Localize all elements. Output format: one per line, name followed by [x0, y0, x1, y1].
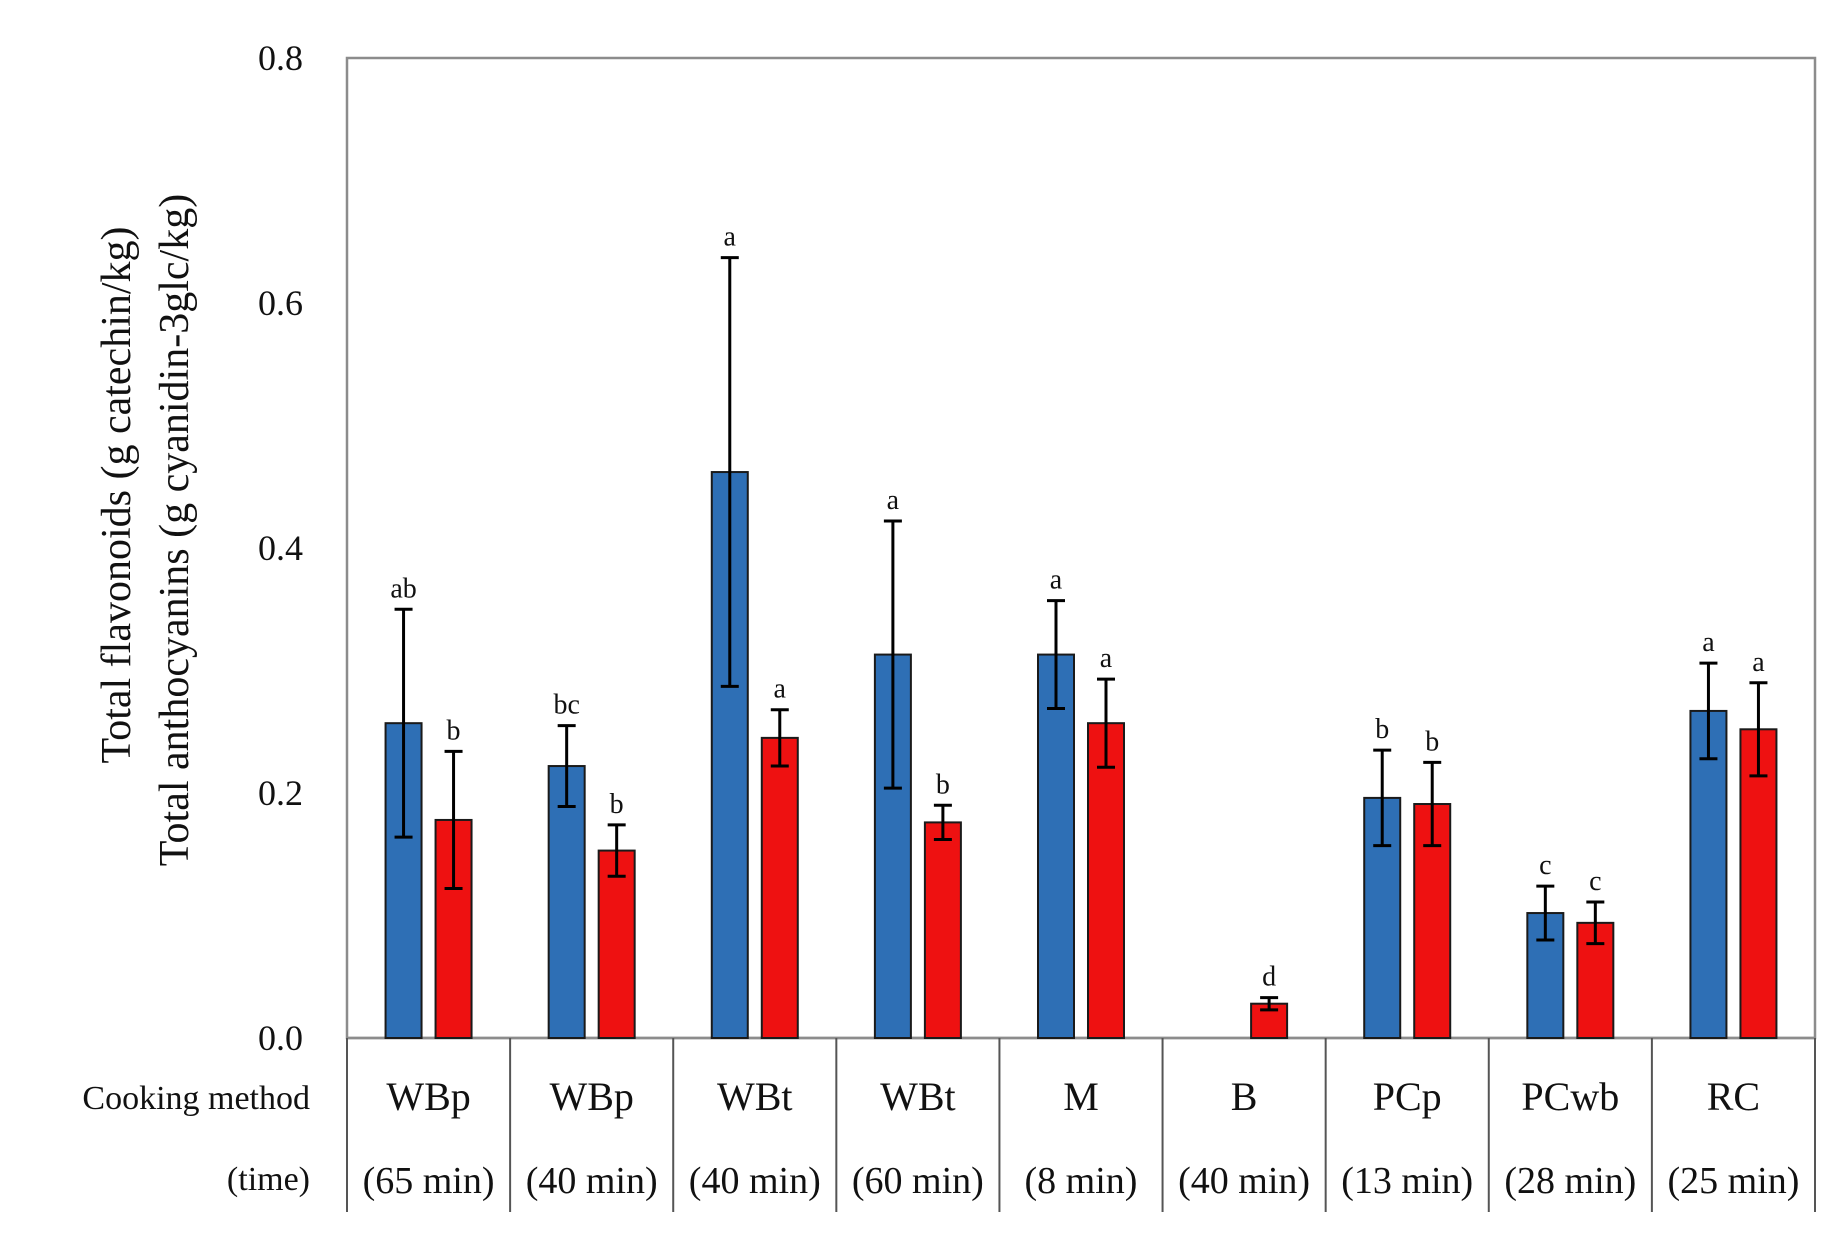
bar [434, 818, 473, 1040]
significance-label: a [774, 674, 787, 705]
category-time-label: (25 min) [1667, 1160, 1799, 1202]
significance-label: a [724, 222, 737, 253]
significance-label: c [1539, 850, 1551, 881]
significance-label: b [610, 789, 624, 820]
significance-label: bc [553, 690, 579, 721]
y-axis-label-line-1: Total flavonoids (g catechin/kg) [94, 226, 140, 763]
significance-label: c [1589, 866, 1601, 897]
bar [1689, 709, 1728, 1039]
category-method-label: M [1063, 1074, 1099, 1119]
category-method-label: PCwb [1521, 1074, 1619, 1119]
significance-label: a [1100, 643, 1113, 674]
category-time-label: (40 min) [526, 1160, 658, 1202]
y-tick-label: 0.2 [258, 773, 303, 813]
category-method-label: WBp [386, 1074, 470, 1119]
significance-label: a [1050, 565, 1063, 596]
category-method-label: WBt [717, 1074, 793, 1119]
category-method-label: WBp [549, 1074, 633, 1119]
significance-label: b [447, 715, 461, 746]
x-axis-table: Cooking method (time) WBp (65 min) WBp (40 … [82, 1038, 1816, 1212]
significance-label: a [1702, 627, 1715, 658]
category-time-label: (60 min) [852, 1160, 984, 1202]
category-time-label: (65 min) [363, 1160, 495, 1202]
category-method-label: RC [1707, 1074, 1760, 1119]
category-method-label: B [1231, 1074, 1258, 1119]
y-axis-label-line-2: Total anthocyanins (g cyanidin-3glc/kg) [152, 194, 198, 866]
category-time-label: (28 min) [1504, 1160, 1636, 1202]
y-tick-label: 0.8 [258, 38, 303, 78]
bar [1087, 722, 1125, 1039]
significance-label: a [1752, 647, 1765, 678]
category-method-label: PCp [1373, 1074, 1442, 1119]
bar [597, 849, 636, 1040]
row-label-time: (time) [227, 1161, 310, 1198]
y-axis-ticks: 0.0 0.2 0.4 0.6 0.8 [258, 38, 303, 1058]
significance-label: ab [390, 573, 416, 604]
bar [923, 821, 962, 1040]
bar [760, 736, 799, 1039]
category-time-label: (13 min) [1341, 1160, 1473, 1202]
bar [1037, 653, 1075, 1039]
significance-label: b [1375, 714, 1389, 745]
significance-label: b [1425, 726, 1439, 757]
row-label-method: Cooking method [82, 1080, 310, 1117]
bar [1739, 728, 1778, 1039]
y-tick-label: 0.0 [258, 1018, 303, 1058]
significance-label: b [936, 769, 950, 800]
significance-label: d [1262, 962, 1276, 993]
y-axis-label: Total flavonoids (g catechin/kg) Total a… [94, 194, 198, 866]
y-tick-label: 0.4 [258, 528, 303, 568]
category-time-label: (40 min) [689, 1160, 821, 1202]
category-time-label: (8 min) [1025, 1160, 1138, 1202]
bar [1363, 796, 1402, 1040]
plot-area [345, 56, 1817, 1040]
category-time-label: (40 min) [1178, 1160, 1310, 1202]
significance-label: a [887, 485, 900, 516]
y-tick-label: 0.6 [258, 283, 303, 323]
category-method-label: WBt [880, 1074, 956, 1119]
